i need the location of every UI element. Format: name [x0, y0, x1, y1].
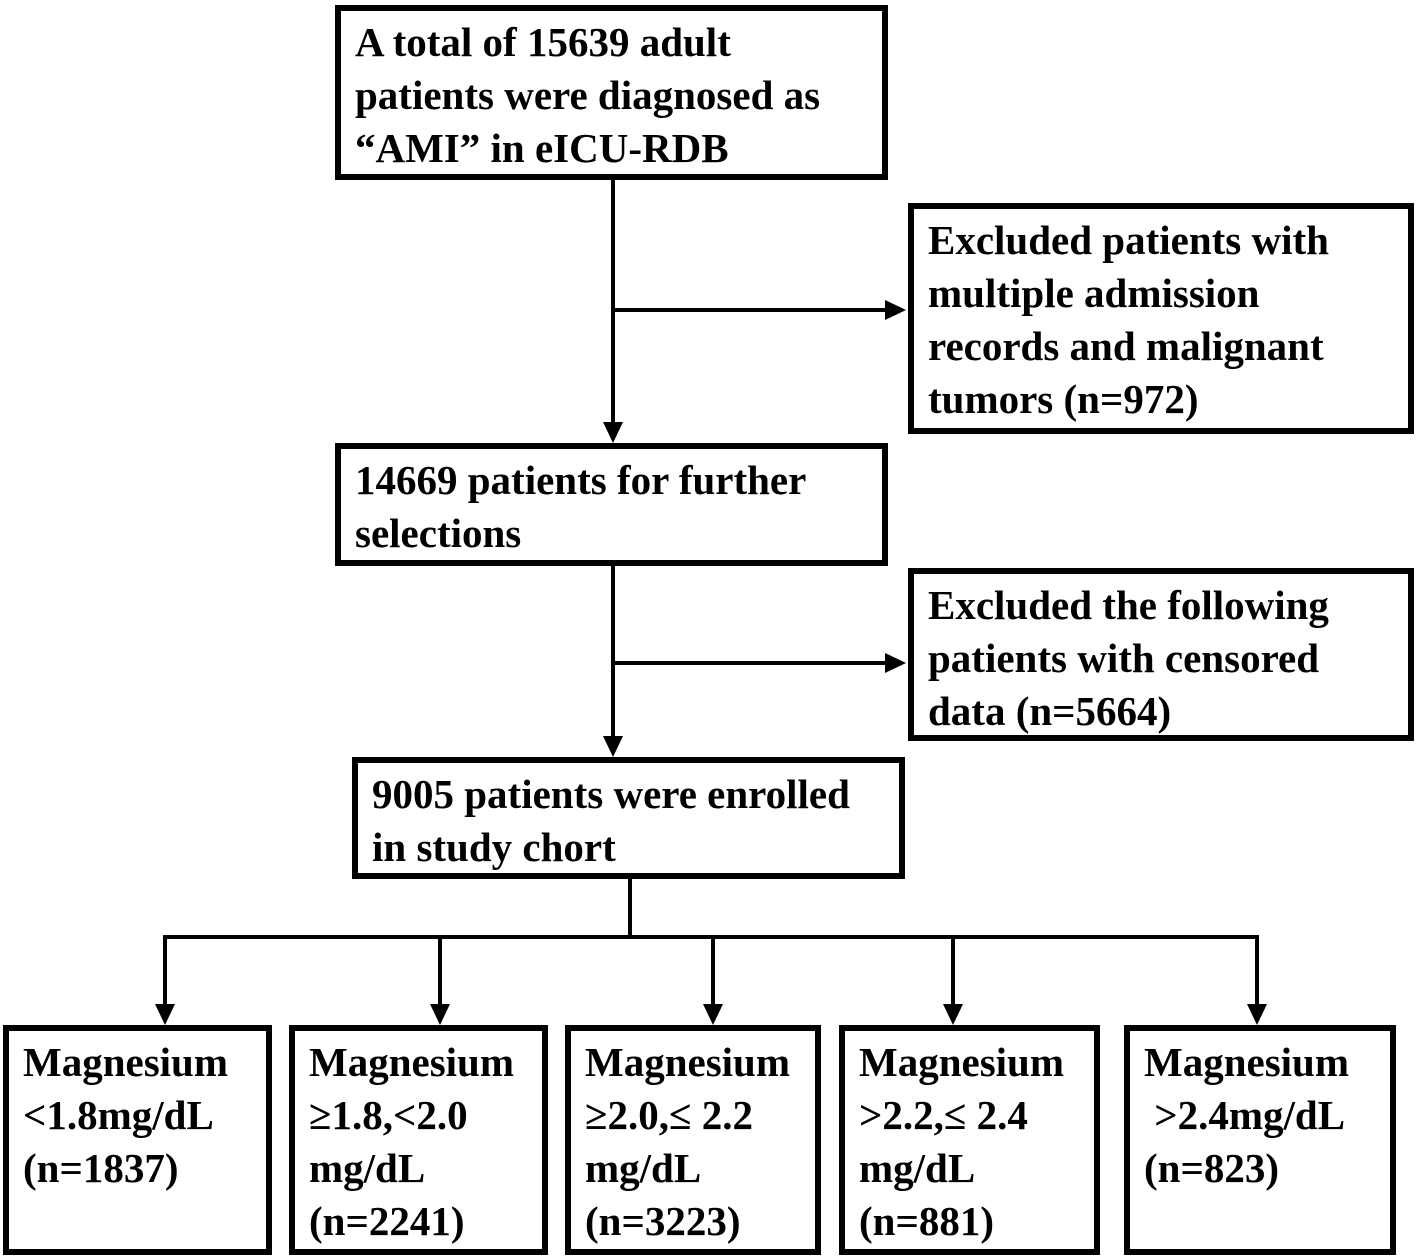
- node-further-selection: 14669 patients for further selections: [335, 443, 888, 566]
- node-excluded-censored-data: Excluded the following patients with cen…: [908, 568, 1414, 741]
- arrow-down-icon: [943, 1004, 963, 1025]
- node-magnesium-2-2-to-2-4: Magnesium >2.2,≤ 2.4 mg/dL (n=881): [839, 1025, 1100, 1255]
- drop-line-group-5: [1255, 935, 1259, 1005]
- arrow-down-icon: [703, 1004, 723, 1025]
- node-excluded-admission-tumors: Excluded patients with multiple admissio…: [908, 203, 1414, 434]
- node-enrolled-cohort: 9005 patients were enrolled in study cho…: [352, 757, 905, 879]
- connector-branch-excluded-1-line: [611, 308, 886, 312]
- arrow-right-icon: [885, 653, 906, 673]
- arrow-down-icon: [430, 1004, 450, 1025]
- arrow-down-icon: [603, 736, 623, 757]
- arrow-down-icon: [603, 422, 623, 443]
- node-magnesium-2-0-to-2-2: Magnesium ≥2.0,≤ 2.2 mg/dL (n=3223): [565, 1025, 821, 1255]
- arrow-right-icon: [885, 300, 906, 320]
- node-total-ami-patients: A total of 15639 adult patients were dia…: [335, 5, 888, 180]
- connector-enrolled-to-spine-line: [628, 878, 632, 939]
- drop-line-group-3: [711, 935, 715, 1005]
- drop-line-group-2: [438, 935, 442, 1005]
- node-magnesium-lt-1-8: Magnesium <1.8mg/dL (n=1837): [3, 1025, 272, 1255]
- node-magnesium-gt-2-4: Magnesium >2.4mg/dL (n=823): [1124, 1025, 1396, 1255]
- connector-total-to-further-line: [611, 177, 615, 423]
- drop-line-group-4: [951, 935, 955, 1005]
- node-magnesium-1-8-to-2-0: Magnesium ≥1.8,<2.0 mg/dL (n=2241): [289, 1025, 548, 1255]
- connector-further-to-enrolled-line: [611, 565, 615, 737]
- arrow-down-icon: [1247, 1004, 1267, 1025]
- connector-branch-excluded-2-line: [611, 661, 886, 665]
- arrow-down-icon: [155, 1004, 175, 1025]
- drop-line-group-1: [163, 935, 167, 1005]
